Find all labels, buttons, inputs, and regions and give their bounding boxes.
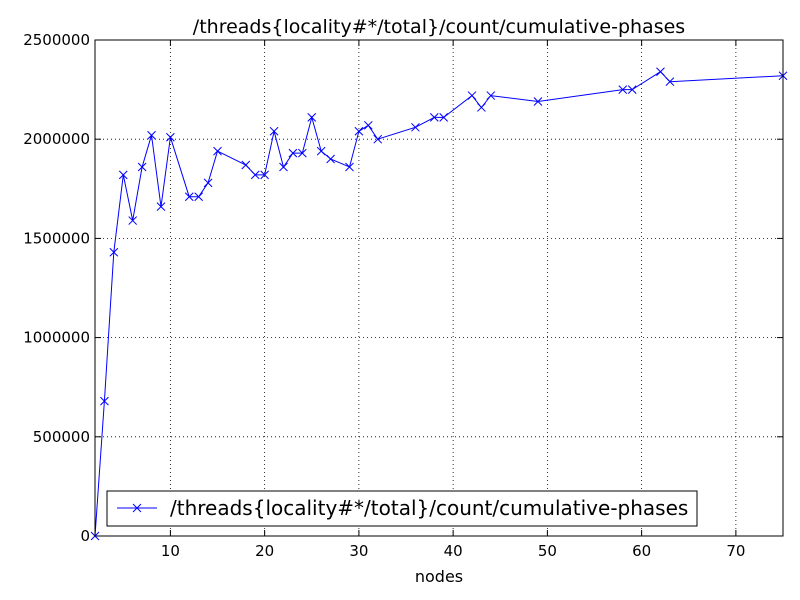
data-point-marker [373, 134, 383, 144]
x-tick-label: 70 [726, 542, 745, 560]
data-point-marker [467, 91, 477, 100]
x-tick-label: 10 [161, 542, 180, 560]
data-point-marker [203, 178, 213, 188]
chart-title: /threads{locality#*/total}/count/cumulat… [193, 16, 685, 38]
data-point-marker [363, 120, 373, 130]
data-point-marker [269, 126, 279, 136]
legend: /threads{locality#*/total}/count/cumulat… [106, 490, 698, 527]
data-point-marker [100, 396, 109, 406]
data-point-marker [166, 132, 175, 142]
data-point-marker [307, 113, 317, 122]
y-tick-label: 1500000 [23, 229, 90, 247]
data-point-marker [279, 162, 288, 172]
legend-series-label: /threads{locality#*/total}/count/cumulat… [170, 496, 688, 520]
data-point-marker [241, 160, 251, 170]
x-tick-label: 20 [255, 542, 274, 560]
data-point-marker [326, 154, 335, 164]
legend-marker-icon [132, 503, 142, 513]
axis-ticks: 10 20 30 40 50 60 70 0 500000 1000000 1500000 20000… [23, 31, 783, 560]
y-tick-label: 2500000 [23, 31, 90, 49]
x-axis-label: nodes [415, 567, 463, 586]
y-tick-label: 500000 [33, 428, 90, 446]
data-point-marker [477, 103, 486, 112]
data-point-marker [618, 85, 628, 94]
data-point-marker [250, 170, 260, 180]
data-point-marker [627, 85, 637, 94]
data-point-marker [147, 130, 156, 140]
data-point-marker [656, 67, 665, 77]
data-point-marker [345, 162, 354, 172]
data-point-marker [288, 148, 298, 158]
data-point-marker [118, 170, 128, 180]
x-tick-label: 50 [538, 542, 557, 560]
data-point-marker [213, 146, 222, 156]
data-point-marker [533, 97, 543, 106]
data-point-marker [297, 148, 307, 158]
legend-frame [106, 490, 698, 527]
data-point-marker [184, 192, 194, 202]
data-point-marker [354, 126, 364, 136]
data-point-marker [316, 146, 326, 156]
data-point-marker [486, 91, 496, 100]
y-tick-label: 2000000 [23, 130, 90, 148]
plot-area-frame [94, 39, 784, 537]
data-point-marker [128, 216, 138, 225]
data-point-marker [194, 192, 204, 202]
data-point-marker [156, 202, 166, 212]
data-point-marker [429, 113, 439, 122]
data-point-marker [411, 122, 420, 132]
y-tick-label: 1000000 [23, 329, 90, 347]
x-tick-label: 30 [349, 542, 368, 560]
x-tick-label: 40 [444, 542, 463, 560]
data-point-marker [665, 77, 675, 87]
data-point-marker [109, 247, 119, 257]
y-tick-label: 0 [80, 527, 90, 545]
data-point-marker [439, 113, 449, 122]
series-layer [90, 67, 788, 541]
x-tick-label: 60 [632, 542, 651, 560]
data-point-marker [260, 170, 269, 180]
data-point-marker [137, 162, 147, 172]
